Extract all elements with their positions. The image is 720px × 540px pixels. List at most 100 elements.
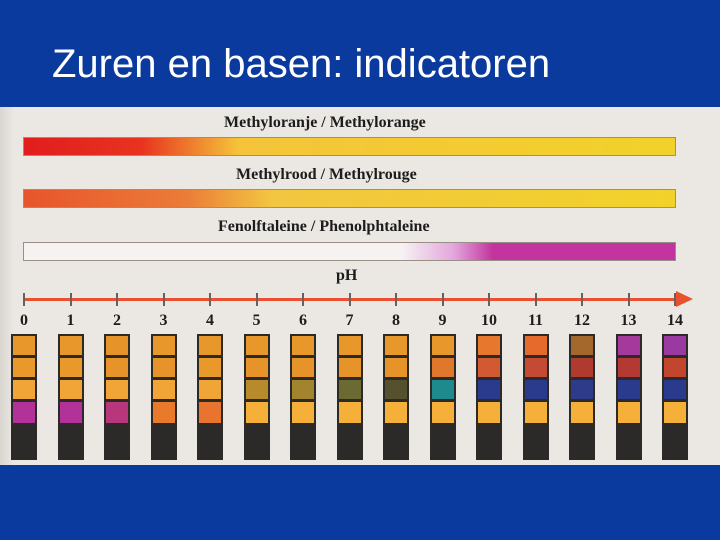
strip-color-pad	[292, 336, 314, 355]
strip-color-pad	[664, 402, 686, 423]
strip-color-pad	[338, 336, 361, 355]
strip-color-pad	[152, 336, 175, 355]
ph-tick	[627, 293, 630, 306]
strip-color-pad	[59, 402, 82, 423]
ph-value-label: 10	[481, 312, 497, 329]
strip-color-pad	[478, 380, 500, 399]
ph-tick	[581, 293, 583, 306]
strip-color-pad	[106, 380, 128, 399]
strip-color-pad	[617, 336, 640, 355]
ph-test-strip	[662, 334, 688, 460]
strip-color-pad	[385, 380, 407, 399]
indicator-chart: Methyloranje / Methylorange Methylrood /…	[0, 107, 720, 465]
strip-color-pad	[571, 402, 593, 423]
ph-test-strip	[336, 334, 363, 460]
strip-color-pad	[524, 402, 547, 423]
strip-color-pad	[59, 336, 82, 355]
strip-color-pad	[431, 380, 454, 399]
ph-test-strip	[429, 334, 456, 460]
strip-color-pad	[431, 402, 454, 423]
strip-color-pad	[152, 358, 175, 377]
strip-color-pad	[571, 380, 593, 399]
strip-color-pad	[617, 358, 640, 377]
ph-tick	[69, 293, 72, 306]
ph-test-strip	[197, 334, 223, 460]
strip-color-pad	[571, 358, 593, 377]
ph-axis-line	[23, 298, 680, 301]
strip-color-pad	[199, 402, 221, 423]
strip-color-pad	[431, 358, 454, 377]
phenolphthalein-label: Fenolftaleine / Phenolphtaleine	[218, 218, 430, 235]
strip-color-pad	[13, 380, 35, 399]
ph-test-strip	[104, 334, 130, 460]
ph-value-label: 14	[667, 312, 683, 329]
strip-color-pad	[478, 402, 500, 423]
strip-color-pad	[571, 336, 593, 355]
ph-tick	[23, 293, 25, 306]
strip-color-pad	[13, 358, 35, 377]
strip-color-pad	[59, 358, 82, 377]
ph-test-strip	[11, 334, 37, 460]
strip-color-pad	[524, 380, 547, 399]
strip-color-pad	[292, 358, 314, 377]
ph-test-strip	[290, 334, 316, 460]
ph-value-label: 7	[345, 312, 354, 329]
ph-test-strip	[615, 334, 642, 460]
strip-color-pad	[524, 336, 547, 355]
strip-color-pad	[59, 380, 82, 399]
ph-test-strip	[569, 334, 595, 460]
methyl-red-color-bar	[23, 189, 676, 208]
strip-color-pad	[478, 358, 500, 377]
methyl-orange-color-bar	[23, 137, 676, 156]
ph-value-label: 12	[574, 312, 590, 329]
ph-axis-label: pH	[336, 267, 358, 284]
strip-color-pad	[152, 402, 175, 423]
strip-color-pad	[199, 336, 221, 355]
strip-color-pad	[385, 336, 407, 355]
panel-edge-shadow	[0, 107, 14, 465]
ph-value-label: 4	[206, 312, 214, 329]
ph-tick	[348, 293, 351, 306]
ph-tick	[209, 293, 211, 306]
ph-tick	[255, 293, 258, 306]
ph-tick	[488, 293, 490, 306]
strip-color-pad	[199, 358, 221, 377]
strip-color-pad	[245, 380, 268, 399]
ph-tick	[162, 293, 165, 306]
ph-value-label: 9	[438, 312, 447, 329]
ph-value-label: 13	[620, 312, 637, 329]
strip-color-pad	[617, 380, 640, 399]
ph-test-strip	[383, 334, 409, 460]
strip-color-pad	[385, 402, 407, 423]
strip-color-pad	[245, 336, 268, 355]
slide-title: Zuren en basen: indicatoren	[52, 42, 551, 86]
strip-color-pad	[245, 402, 268, 423]
methyl-red-label: Methylrood / Methylrouge	[236, 166, 417, 183]
ph-tick	[441, 293, 444, 306]
strip-color-pad	[199, 380, 221, 399]
strip-color-pad	[664, 358, 686, 377]
strip-color-pad	[617, 402, 640, 423]
strip-color-pad	[664, 380, 686, 399]
strip-color-pad	[13, 336, 35, 355]
ph-value-label: 2	[113, 312, 121, 329]
strip-color-pad	[664, 336, 686, 355]
ph-value-label: 0	[20, 312, 28, 329]
strip-color-pad	[338, 358, 361, 377]
strip-color-pad	[338, 380, 361, 399]
ph-value-label: 5	[252, 312, 261, 329]
ph-test-strip	[150, 334, 177, 460]
ph-tick	[302, 293, 304, 306]
ph-value-label: 11	[527, 312, 544, 329]
ph-test-strip	[57, 334, 84, 460]
ph-value-label: 1	[66, 312, 75, 329]
ph-value-label: 6	[299, 312, 307, 329]
methyl-orange-label: Methyloranje / Methylorange	[224, 114, 426, 131]
strip-color-pad	[13, 402, 35, 423]
ph-tick	[534, 293, 537, 306]
ph-tick	[674, 293, 676, 306]
ph-test-strip	[522, 334, 549, 460]
ph-test-strip	[243, 334, 270, 460]
phenolphthalein-color-bar	[23, 242, 676, 261]
strip-color-pad	[524, 358, 547, 377]
